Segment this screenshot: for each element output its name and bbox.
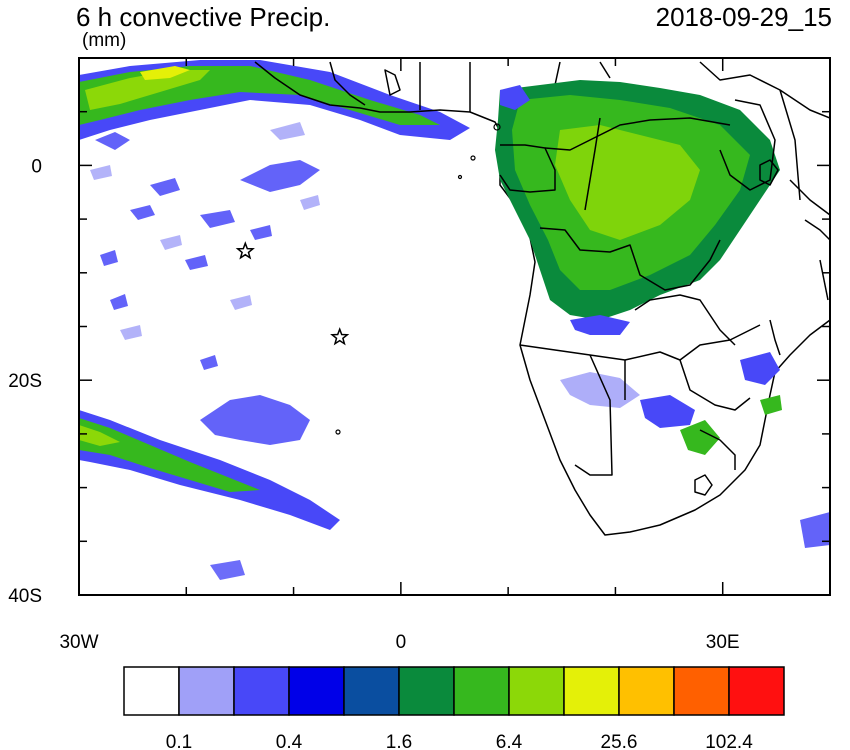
country-borders	[384, 62, 830, 496]
colorbar-box	[288, 666, 345, 716]
lat-label: 0	[31, 156, 42, 177]
precip-field-south-band	[79, 395, 830, 580]
colorbar-box	[178, 666, 235, 716]
units-label: (mm)	[82, 30, 127, 51]
star-marker	[235, 241, 255, 260]
colorbar-label: 1.6	[386, 732, 412, 750]
colorbar-box	[618, 666, 675, 716]
map-title: 6 h convective Precip.	[76, 2, 331, 32]
precip-field-ocean-light	[90, 122, 320, 340]
axis-ticks	[78, 57, 831, 596]
axis-labels: 30W 0 30E 0 20S 40S	[8, 156, 739, 653]
lat-label: 20S	[8, 371, 42, 392]
colorbar-label: 0.1	[166, 732, 192, 750]
colorbar-label: 6.4	[496, 732, 523, 750]
colorbar-box	[123, 666, 180, 716]
colorbar-box	[673, 666, 730, 716]
precip-field-ocean-cells	[95, 132, 320, 370]
colorbar-box	[508, 666, 565, 716]
colorbar-box	[233, 666, 290, 716]
land-outline-east	[779, 89, 829, 301]
colorbar-box	[453, 666, 510, 716]
colorbar-box	[398, 666, 455, 716]
precip-field-itcz	[79, 60, 470, 140]
islands	[335, 123, 501, 435]
station-markers	[235, 241, 350, 346]
plot-area	[79, 60, 830, 580]
precip-field-central-africa	[495, 80, 782, 455]
colorbar-label: 102.4	[705, 732, 753, 750]
colorbar-label: 25.6	[601, 732, 638, 750]
lon-label: 30W	[59, 632, 98, 653]
colorbar: 0.1 0.4 1.6 6.4 25.6 102.4	[123, 666, 785, 750]
colorbar-box	[728, 666, 785, 716]
lon-label: 30E	[706, 632, 740, 653]
star-marker	[330, 327, 350, 346]
lon-label: 0	[396, 632, 407, 653]
datetime-label: 2018-09-29_15	[655, 2, 832, 32]
colorbar-label: 0.4	[276, 732, 303, 750]
colorbar-box	[343, 666, 400, 716]
lat-label: 40S	[8, 586, 42, 607]
colorbar-box	[563, 666, 620, 716]
